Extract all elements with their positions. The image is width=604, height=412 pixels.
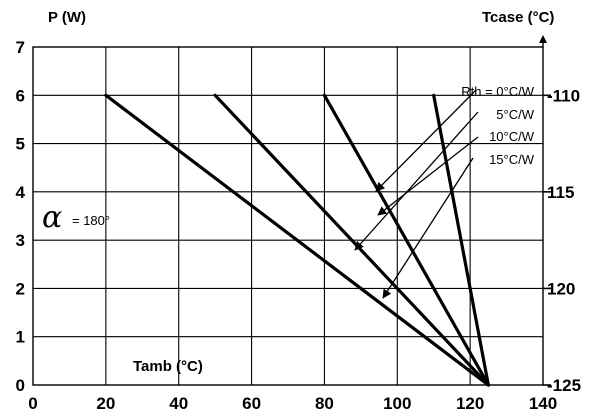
label-arrows: Rth = 0°C/W 5°C/W 10°C/W 15°C/W <box>354 84 535 299</box>
x-tick-label: 100 <box>383 394 411 412</box>
y-tick-label: 5 <box>16 135 25 154</box>
series-line-rth-0 <box>432 93 490 387</box>
x-tick-label: 120 <box>456 394 484 412</box>
x-tick-label: 140 <box>529 394 557 412</box>
alpha-value: = 180° <box>72 213 110 228</box>
x-tick-label: 80 <box>315 394 334 412</box>
y2-axis-arrow <box>539 35 547 43</box>
alpha-symbol: α <box>42 200 62 235</box>
plot-frame <box>32 46 544 386</box>
x-tick-label: 60 <box>242 394 261 412</box>
y2-tick-label: 115 <box>547 183 574 202</box>
y2-axis-title: Tcase (°C) <box>482 9 554 26</box>
series-lines <box>104 93 490 387</box>
label-arrow-rth-15 <box>382 157 474 299</box>
series-label-rth-0: Rth = 0°C/W <box>461 84 534 99</box>
y2-tick-label: -110 <box>547 86 580 105</box>
y-tick-label: 7 <box>16 38 25 57</box>
series-label-rth-15: 15°C/W <box>489 152 535 167</box>
series-label-rth-5: 5°C/W <box>496 107 534 122</box>
y2-tick-label: 120 <box>547 279 575 298</box>
grid <box>32 46 544 386</box>
series-line-rth-5 <box>322 93 490 387</box>
y2-tick-label: -125 <box>547 376 581 395</box>
series-line-rth-10 <box>213 93 490 387</box>
tick-labels: 0 20 40 60 80 100 120 140 0 1 2 3 4 5 6 7 -110 115 120 -125 <box>16 35 581 412</box>
y-axis-title: P (W) <box>48 9 86 26</box>
y-tick-label: 2 <box>16 279 25 298</box>
x-tick-label: 20 <box>96 394 115 412</box>
y-tick-label: 3 <box>16 231 25 250</box>
series-line-rth-15 <box>104 93 490 387</box>
x-tick-label: 40 <box>169 394 188 412</box>
y-tick-label: 1 <box>16 328 25 347</box>
label-arrow-rth-10 <box>377 136 479 216</box>
series-label-rth-10: 10°C/W <box>489 129 535 144</box>
y-tick-label: 6 <box>16 86 25 105</box>
y-tick-label: 0 <box>16 376 25 395</box>
x-tick-label: 0 <box>28 394 37 412</box>
y-tick-label: 4 <box>16 183 26 202</box>
label-arrow-rth-0 <box>375 89 477 192</box>
x-axis-title: Tamb (°C) <box>133 358 203 375</box>
label-arrow-rth-5 <box>354 111 479 251</box>
